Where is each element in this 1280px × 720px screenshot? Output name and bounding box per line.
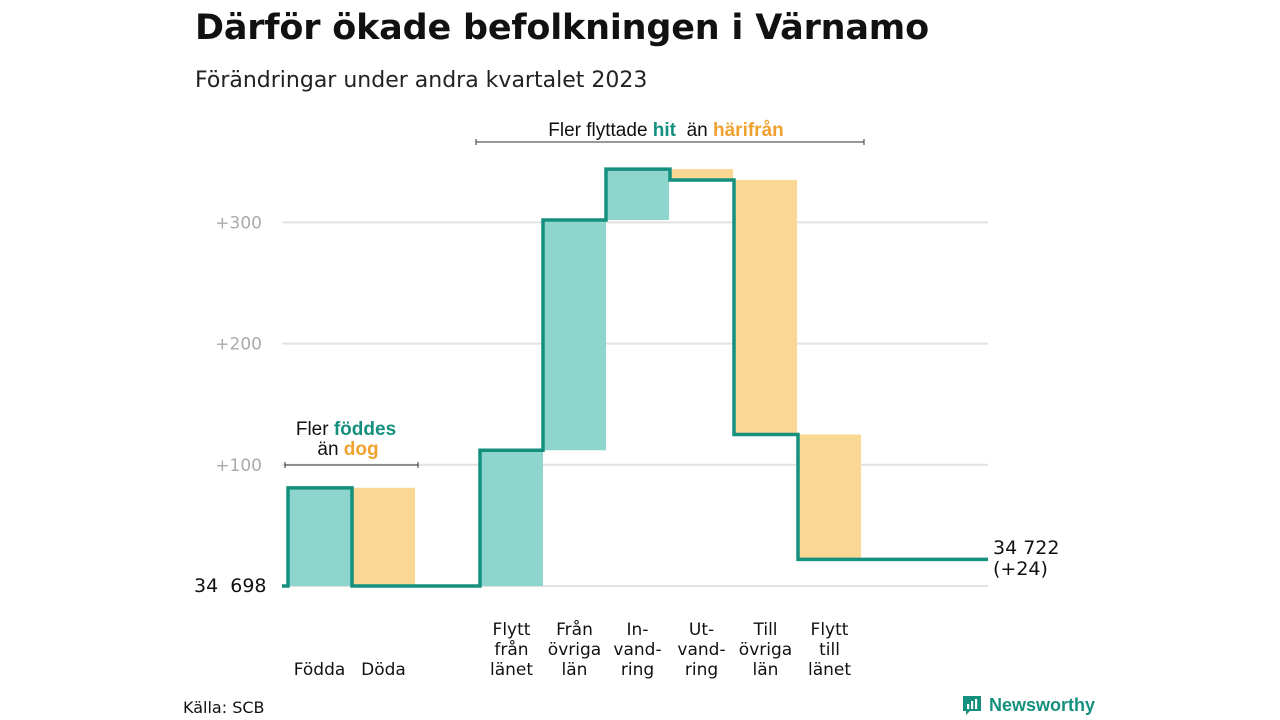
newsworthy-logo-icon (963, 696, 981, 715)
y-tick-label: +300 (215, 213, 262, 233)
category-label: Från övriga län (548, 619, 601, 680)
category-label: Flytt från länet (490, 620, 533, 680)
waterfall-bar (670, 169, 733, 180)
annotation-migration: Fler flyttade hit än härifrån (548, 120, 784, 141)
page-title: Därför ökade befolkningen i Värnamo (195, 8, 929, 48)
category-label: In-vand-ring (613, 620, 661, 680)
y-tick-label: +100 (215, 456, 262, 476)
page-subtitle: Förändringar under andra kvartalet 2023 (195, 68, 648, 93)
category-label: Flytt till länet (808, 620, 851, 680)
waterfall-bar (288, 487, 351, 586)
newsworthy-logo[interactable]: Newsworthy (961, 694, 1095, 716)
start-value-label: 34 698 (194, 575, 267, 597)
annotation-births-line2: än dog (317, 439, 378, 460)
waterfall-bar (798, 434, 861, 560)
source-note: Källa: SCB (183, 698, 265, 717)
annotation-births-line1: Fler föddes (296, 419, 396, 440)
category-label: Födda (294, 660, 346, 680)
waterfall-bar (352, 487, 415, 586)
category-label: Till övriga län (739, 620, 792, 680)
waterfall-bar (606, 169, 669, 220)
waterfall-bar (734, 179, 797, 435)
waterfall-bar (480, 450, 543, 586)
end-value-label: 34 722 (+24) (993, 537, 1059, 580)
waterfall-bar (543, 219, 606, 451)
category-label: Döda (361, 660, 406, 680)
category-label: Ut-vand-ring (677, 620, 725, 680)
newsworthy-logo-text: Newsworthy (989, 694, 1096, 715)
y-tick-label: +200 (215, 335, 262, 355)
cumulative-step-line (282, 167, 988, 588)
